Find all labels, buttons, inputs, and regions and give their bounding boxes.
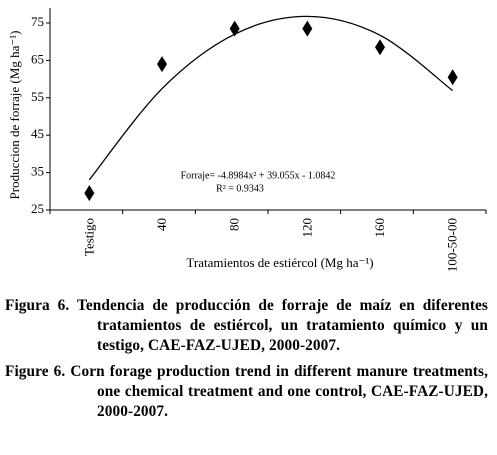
y-tick-label: 35 [31, 164, 44, 179]
r-squared: R² = 0.9343 [216, 183, 264, 194]
data-point [302, 20, 313, 37]
x-tick-label: 100-50-00 [445, 218, 460, 272]
data-point [84, 185, 95, 202]
y-tick-label: 75 [31, 14, 44, 29]
y-axis-title: Produccion de forraje (Mg ha⁻¹) [7, 31, 22, 200]
x-axis-title: Tratamientos de estiércol (Mg ha⁻¹) [186, 255, 373, 270]
x-tick-label: 160 [372, 218, 387, 238]
x-tick-label: 40 [154, 218, 169, 231]
data-point [447, 69, 458, 86]
data-point [375, 39, 385, 56]
data-point [157, 56, 167, 73]
x-tick-label: 120 [299, 218, 314, 238]
caption-es: Figura 6. Tendencia de producción de for… [5, 297, 488, 354]
x-tick-label: Testigo [81, 218, 96, 256]
caption-en: Figure 6. Corn forage production trend i… [5, 363, 488, 420]
y-tick-label: 45 [31, 126, 44, 141]
y-tick-label: 55 [31, 89, 44, 104]
chart: Produccion de forraje (Mg ha⁻¹) Tratamie… [7, 8, 487, 272]
y-tick-label: 65 [31, 51, 44, 66]
x-tick-label: 80 [227, 218, 242, 231]
equation: Forraje= -4.8984x² + 39.055x - 1.0842 [181, 170, 336, 181]
trend-line [88, 15, 454, 181]
y-tick-label: 25 [31, 201, 44, 216]
